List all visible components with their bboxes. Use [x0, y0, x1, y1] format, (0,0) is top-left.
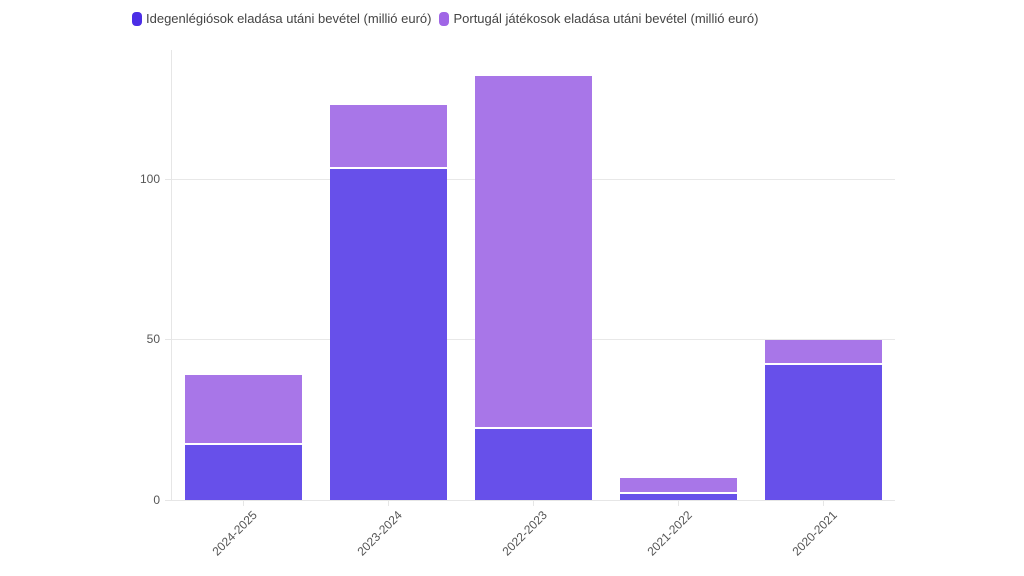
x-tick-1 [388, 500, 389, 506]
bar-2022-2023[interactable] [475, 76, 592, 500]
bar-segment-portuguese[interactable] [330, 105, 447, 170]
bar-segment-foreign[interactable] [475, 429, 592, 500]
bar-segment-portuguese[interactable] [185, 374, 302, 446]
legend-label-foreign: Idegenlégiósok eladása utáni bevétel (mi… [146, 11, 432, 26]
x-label-2023-2024: 2023-2024 [354, 508, 405, 559]
x-label-2020-2021: 2020-2021 [789, 508, 840, 559]
bar-2024-2025[interactable] [185, 374, 302, 500]
y-label-0: 0 [153, 493, 160, 507]
bar-segment-portuguese[interactable] [765, 339, 882, 366]
y-label-50: 50 [146, 332, 160, 346]
bar-2021-2022[interactable] [620, 477, 737, 500]
bar-segment-foreign[interactable] [765, 365, 882, 500]
legend-swatch-portuguese [439, 11, 450, 26]
x-tick-2 [533, 500, 534, 506]
x-tick-0 [243, 500, 244, 506]
y-tick-50 [165, 339, 171, 340]
bar-segment-foreign[interactable] [620, 493, 737, 500]
bar-segment-portuguese[interactable] [475, 76, 592, 430]
bar-2020-2021[interactable] [765, 339, 882, 501]
y-tick-100 [165, 179, 171, 180]
x-tick-3 [678, 500, 679, 506]
legend-swatch-foreign [132, 11, 142, 26]
x-label-2022-2023: 2022-2023 [499, 508, 550, 559]
chart-legend: Idegenlégiósok eladása utáni bevétel (mi… [132, 11, 766, 26]
bar-2023-2024[interactable] [330, 105, 447, 500]
x-label-2021-2022: 2021-2022 [644, 508, 695, 559]
y-axis-line [171, 50, 172, 501]
legend-label-portuguese: Portugál játékosok eladása utáni bevétel… [453, 11, 759, 26]
legend-item-portuguese[interactable]: Portugál játékosok eladása utáni bevétel… [439, 11, 758, 26]
y-label-100: 100 [139, 172, 160, 186]
bar-segment-portuguese[interactable] [620, 477, 737, 494]
legend-item-foreign[interactable]: Idegenlégiósok eladása utáni bevétel (mi… [132, 11, 431, 26]
x-tick-4 [823, 500, 824, 506]
bar-segment-foreign[interactable] [330, 169, 447, 500]
bar-segment-foreign[interactable] [185, 445, 302, 500]
y-tick-0 [165, 500, 171, 501]
x-label-2024-2025: 2024-2025 [209, 508, 260, 559]
